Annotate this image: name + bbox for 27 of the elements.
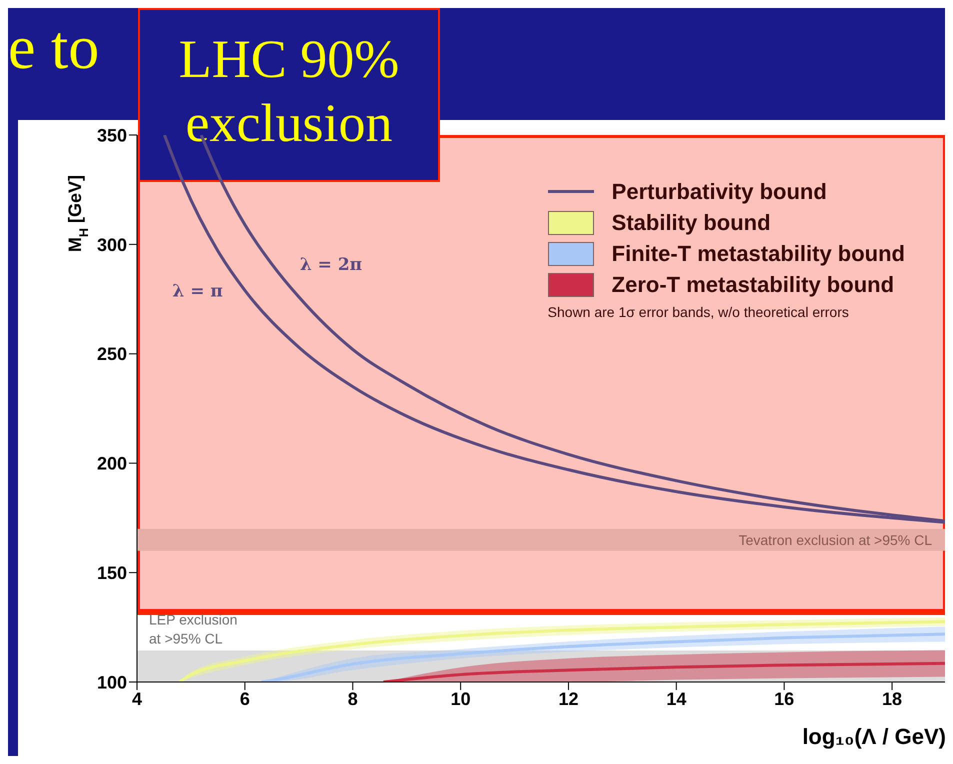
x-tick-label: 12	[558, 688, 578, 709]
annotation: Shown are 1σ error bands, w/o theoretical errors	[548, 304, 850, 320]
band-label: Tevatron exclusion at >95% CL	[738, 532, 932, 548]
band-label: LEP exclusion at >95% CL	[149, 611, 238, 646]
y-tick-label: 200	[96, 454, 127, 474]
x-tick-label: 8	[348, 688, 358, 709]
legend-label: Zero-T metastability bound	[612, 272, 894, 298]
annotation: λ = 2π	[300, 255, 362, 276]
y-tick-label: 300	[96, 234, 127, 255]
y-tick-label: 100	[96, 672, 127, 692]
x-tick-label: 4	[132, 688, 142, 709]
annotation: λ = π	[172, 281, 223, 302]
x-tick-label: 6	[240, 688, 250, 709]
chart-title: e to	[8, 13, 100, 84]
x-tick-label: 14	[666, 688, 686, 709]
x-axis-title: log₁₀(Λ / GeV)	[802, 724, 946, 749]
y-tick-label: 250	[96, 344, 127, 364]
legend-label: Stability bound	[612, 210, 771, 236]
band-label: LHC 90% exclusion	[178, 29, 400, 153]
y-tick-label: 350	[96, 125, 127, 146]
x-tick-label: 18	[882, 688, 902, 709]
line-series	[382, 662, 945, 682]
x-tick-label: 10	[450, 688, 471, 709]
legend-label: Perturbativity bound	[612, 178, 827, 204]
x-tick-label: 16	[774, 688, 794, 709]
legend-label: Finite-T metastability bound	[612, 240, 905, 266]
y-tick-label: 150	[96, 562, 127, 583]
